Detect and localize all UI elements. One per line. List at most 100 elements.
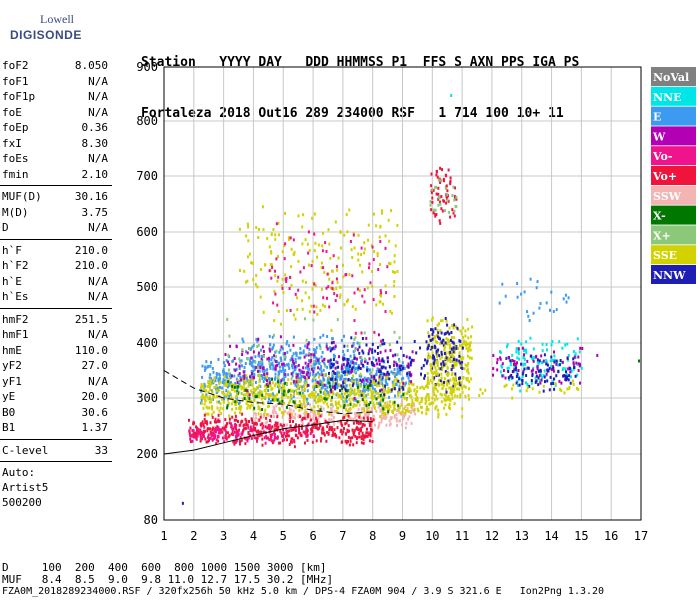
- echo-point: [452, 211, 455, 215]
- echo-point: [304, 317, 306, 321]
- echo-point: [393, 295, 396, 298]
- echo-point: [536, 280, 539, 284]
- echo-point: [343, 400, 346, 404]
- echo-point: [305, 373, 308, 377]
- echo-point: [445, 412, 448, 416]
- echo-point: [292, 343, 295, 347]
- echo-point: [328, 371, 330, 375]
- echo-point: [393, 271, 396, 274]
- echo-point: [215, 428, 218, 432]
- echo-point: [514, 368, 517, 372]
- echo-point: [393, 379, 396, 383]
- echo-point: [236, 430, 238, 434]
- echo-point: [248, 397, 251, 401]
- param-row: foEp 0.36: [0, 120, 112, 136]
- echo-point: [376, 362, 379, 366]
- echo-point: [270, 420, 273, 424]
- echo-point: [265, 383, 268, 387]
- echo-point: [321, 431, 324, 435]
- echo-point: [388, 343, 391, 347]
- echo-point: [348, 397, 351, 401]
- echo-point: [282, 383, 285, 387]
- echo-point: [395, 377, 398, 381]
- param-label: foF1: [2, 74, 29, 88]
- echo-point: [322, 373, 325, 377]
- echo-point: [274, 269, 276, 273]
- echo-point: [331, 287, 334, 290]
- echo-point: [206, 365, 209, 369]
- echo-point: [231, 360, 234, 363]
- echo-point: [222, 373, 225, 377]
- echo-point: [316, 420, 319, 424]
- echo-point: [408, 415, 411, 419]
- echo-point: [339, 389, 341, 393]
- echo-point: [239, 439, 242, 443]
- echo-point: [313, 377, 316, 380]
- echo-point: [227, 390, 230, 394]
- echo-point: [273, 319, 276, 323]
- echo-point: [321, 249, 324, 253]
- echo-point: [426, 381, 429, 385]
- echo-point: [464, 394, 467, 398]
- echo-point: [323, 361, 326, 365]
- echo-point: [268, 362, 271, 365]
- echo-point: [272, 439, 275, 443]
- echo-point: [250, 361, 253, 365]
- echo-point: [372, 356, 375, 360]
- echo-point: [410, 373, 413, 377]
- echo-point: [301, 391, 304, 395]
- echo-point: [451, 364, 454, 368]
- echo-point: [459, 393, 462, 397]
- echo-point: [437, 412, 440, 416]
- clevel-value: 33: [94, 443, 108, 457]
- echo-point: [224, 418, 227, 422]
- echo-point: [401, 366, 404, 370]
- echo-point: [360, 393, 363, 397]
- echo-point: [342, 263, 344, 267]
- echo-point: [203, 384, 206, 388]
- echo-point: [358, 400, 361, 404]
- echo-point: [326, 431, 329, 434]
- echo-point: [289, 416, 292, 420]
- echo-point: [332, 340, 335, 344]
- echo-point: [282, 390, 285, 394]
- muf-row: MUF 8.4 8.5 9.0 9.8 11.0 12.7 17.5 30.2 …: [2, 573, 334, 586]
- echo-point: [453, 198, 456, 202]
- echo-point: [244, 417, 247, 421]
- echo-point: [310, 407, 313, 411]
- echo-point: [356, 385, 359, 389]
- legend-label: X-: [653, 210, 666, 223]
- echo-point: [386, 371, 389, 375]
- echo-point: [317, 243, 320, 247]
- echo-point: [550, 382, 553, 386]
- echo-point: [382, 411, 385, 414]
- echo-point: [272, 395, 275, 399]
- echo-point: [358, 431, 361, 435]
- echo-point: [223, 375, 226, 379]
- echo-point: [445, 201, 448, 205]
- echo-point: [301, 242, 304, 246]
- echo-point: [335, 409, 338, 413]
- echo-point: [449, 407, 451, 410]
- echo-point: [334, 376, 337, 380]
- echo-point: [466, 369, 469, 373]
- echo-point: [291, 364, 293, 368]
- echo-point: [380, 291, 383, 295]
- echo-point: [313, 386, 316, 389]
- echo-point: [304, 344, 307, 348]
- echo-point: [243, 397, 246, 400]
- echo-point: [329, 349, 332, 353]
- echo-point: [281, 397, 284, 401]
- echo-point: [242, 398, 244, 401]
- echo-point: [510, 374, 513, 377]
- echo-point: [235, 362, 238, 366]
- echo-point: [446, 193, 449, 197]
- echo-point: [439, 200, 441, 204]
- echo-point: [310, 264, 313, 268]
- echo-point: [277, 370, 280, 374]
- echo-point: [239, 360, 242, 364]
- echo-point: [411, 350, 414, 354]
- echo-point: [320, 380, 323, 384]
- echo-point: [434, 366, 437, 370]
- echo-point: [469, 341, 472, 345]
